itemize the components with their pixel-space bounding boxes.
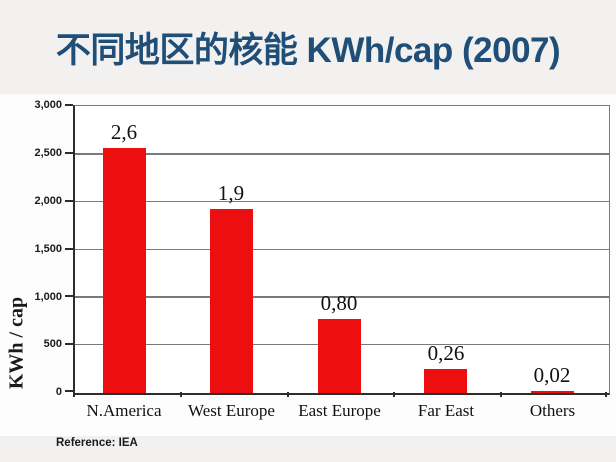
gridline-2000 [75, 200, 609, 203]
plot-area: 2,6 1,9 0,80 0,26 0,02 [73, 105, 610, 395]
x-category-label: East Europe [298, 401, 381, 420]
bar-value-label: 1,9 [217, 181, 245, 206]
x-category-label: West Europe [188, 401, 275, 420]
y-tick-label: 1,000 [34, 290, 62, 303]
x-tick-mark [73, 392, 75, 397]
gridline-1000 [75, 296, 609, 298]
y-tick-mark [65, 295, 73, 298]
x-category-label: Others [529, 401, 576, 420]
x-tick-mark [179, 392, 182, 397]
x-category-label: Far East [417, 401, 475, 420]
y-tick-mark [65, 390, 73, 392]
slide-title: 不同地区的核能 KWh/cap (2007) [55, 31, 561, 70]
gridline-2500 [75, 153, 609, 155]
y-tick-mark [65, 199, 73, 202]
x-tick-mark [393, 392, 396, 397]
x-category-label: N.America [86, 401, 162, 420]
bar-value-label: 0,80 [320, 291, 358, 316]
y-tick-mark [65, 247, 73, 250]
y-tick-mark [65, 343, 73, 346]
reference-source-text: Reference: IEA [56, 437, 138, 449]
bar-value-label: 2,6 [110, 120, 138, 145]
bar-n-america [103, 148, 146, 393]
x-tick-mark [286, 392, 289, 397]
x-tick-mark [500, 392, 503, 397]
bar-others [531, 391, 574, 393]
y-tick-label: 1,500 [34, 242, 62, 255]
bar-value-label: 0,26 [427, 341, 465, 366]
y-tick-mark [65, 151, 73, 154]
bar-far-east [424, 369, 467, 393]
y-tick-label: 2,500 [34, 147, 62, 159]
y-tick-mark [65, 104, 73, 106]
x-tick-mark [605, 392, 607, 397]
y-tick-label: 3,000 [34, 99, 62, 111]
bar-value-label: 0,02 [533, 363, 571, 388]
bar-east-europe [318, 319, 361, 393]
y-tick-label: 2,000 [34, 195, 62, 207]
bar-west-europe [210, 209, 253, 393]
y-tick-label: 500 [43, 338, 62, 350]
y-tick-label: 0 [55, 386, 62, 398]
gridline-1500 [75, 248, 609, 251]
